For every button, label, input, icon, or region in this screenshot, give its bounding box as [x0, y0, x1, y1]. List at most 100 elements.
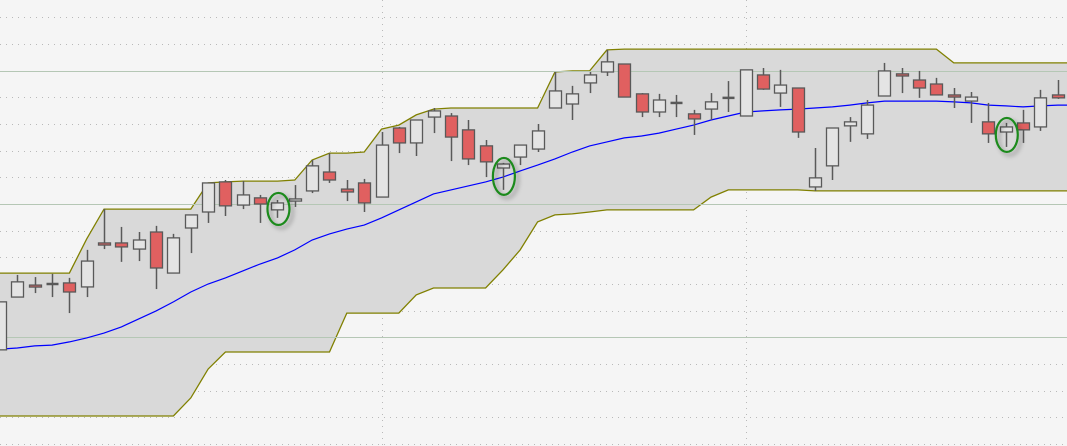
- candle-body-bullish: [877, 70, 892, 97]
- candle-body-bullish: [704, 101, 719, 110]
- candle-body-bearish: [981, 121, 996, 135]
- candle-body-bearish: [253, 197, 268, 205]
- candle-body-bullish: [825, 127, 840, 167]
- candle: [46, 273, 59, 298]
- candle: [375, 132, 390, 198]
- candle-body-bullish: [10, 281, 25, 298]
- candle: [97, 209, 112, 250]
- candle-body-bullish: [652, 99, 667, 113]
- candle: [739, 69, 754, 117]
- candle-body-bearish: [756, 74, 771, 90]
- candle-body-bullish: [739, 69, 754, 117]
- candle: [132, 232, 147, 262]
- lower-band-line: [0, 189, 1067, 417]
- moving-average: [0, 100, 1067, 350]
- candle-body-bearish: [114, 242, 129, 248]
- highlight-circle: [266, 191, 291, 227]
- candle-body-bullish: [1033, 97, 1048, 128]
- candle-body-bullish: [773, 84, 788, 94]
- candle: [600, 49, 615, 76]
- candle: [635, 93, 650, 118]
- candle-body-bullish: [270, 202, 285, 211]
- candle: [218, 180, 233, 216]
- candle-body-bearish: [444, 115, 459, 138]
- candle-body-bullish: [305, 165, 320, 192]
- candle-body-bullish: [999, 126, 1014, 133]
- candle-body-bearish: [392, 127, 407, 144]
- highlights: [266, 116, 1019, 227]
- candle: [860, 100, 875, 139]
- candle-body-bearish: [97, 242, 112, 246]
- price-channel: [0, 48, 1067, 417]
- candle: [999, 122, 1014, 147]
- candle: [444, 113, 459, 162]
- candle-body-bearish: [461, 129, 476, 160]
- candle-body-bearish: [929, 83, 944, 96]
- candle-body-bullish: [288, 198, 303, 202]
- candle-body-bullish: [80, 260, 95, 288]
- candle: [461, 120, 476, 166]
- candle-body-bearish: [62, 282, 77, 293]
- candle-body-bullish: [409, 119, 424, 144]
- candle-body-bearish: [635, 93, 650, 113]
- candle: [80, 249, 95, 298]
- candle-body-bullish: [0, 301, 8, 351]
- candle: [704, 93, 719, 120]
- candle: [513, 144, 528, 166]
- candle-body-bullish: [427, 110, 442, 118]
- candle-body-bullish: [184, 214, 199, 229]
- candle: [409, 119, 424, 156]
- candle-body-bullish: [583, 74, 598, 84]
- candle: [773, 69, 788, 107]
- candle: [496, 162, 511, 190]
- candle: [895, 68, 910, 94]
- candle: [1051, 80, 1066, 99]
- candle: [947, 88, 962, 108]
- candle: [808, 148, 823, 191]
- candle-body-bearish: [947, 94, 962, 98]
- candle-body-bullish: [531, 130, 546, 150]
- candle: [981, 102, 996, 143]
- candle-body-bullish: [843, 121, 858, 127]
- candle-body-bearish: [322, 171, 337, 181]
- candle-body-bullish: [964, 96, 979, 102]
- candle: [929, 77, 944, 96]
- candle: [114, 226, 129, 262]
- candle: [166, 233, 181, 274]
- candle: [825, 127, 840, 180]
- candle: [28, 277, 43, 294]
- highlight-circle: [491, 156, 516, 196]
- candle: [652, 93, 667, 118]
- candle-body-bullish: [496, 163, 511, 169]
- candle: [149, 225, 164, 290]
- candle: [583, 72, 598, 94]
- candle-body-bearish: [28, 284, 43, 288]
- candle: [479, 140, 494, 178]
- candle-body-bearish: [149, 231, 164, 269]
- candle-body-bearish: [791, 87, 806, 133]
- candle: [357, 178, 372, 212]
- candle-body-bearish: [218, 181, 233, 207]
- highlight-circle: [994, 116, 1019, 154]
- candle: [877, 62, 892, 97]
- candle: [253, 194, 268, 223]
- candle-body-bearish: [895, 73, 910, 77]
- candle: [756, 68, 771, 90]
- candle: [565, 85, 580, 120]
- candle: [236, 181, 251, 210]
- candle-body-bullish: [201, 182, 216, 213]
- candle: [1033, 89, 1048, 131]
- candle: [687, 109, 702, 135]
- candle: [184, 214, 199, 254]
- candle: [288, 185, 303, 207]
- candle: [722, 81, 735, 112]
- candle: [670, 94, 683, 118]
- candle: [964, 92, 979, 123]
- candle: [617, 63, 632, 98]
- candle-body-bearish: [687, 113, 702, 120]
- candle-body-bullish: [600, 61, 615, 73]
- candle: [201, 182, 216, 223]
- candle: [548, 72, 563, 109]
- candle: [305, 160, 320, 194]
